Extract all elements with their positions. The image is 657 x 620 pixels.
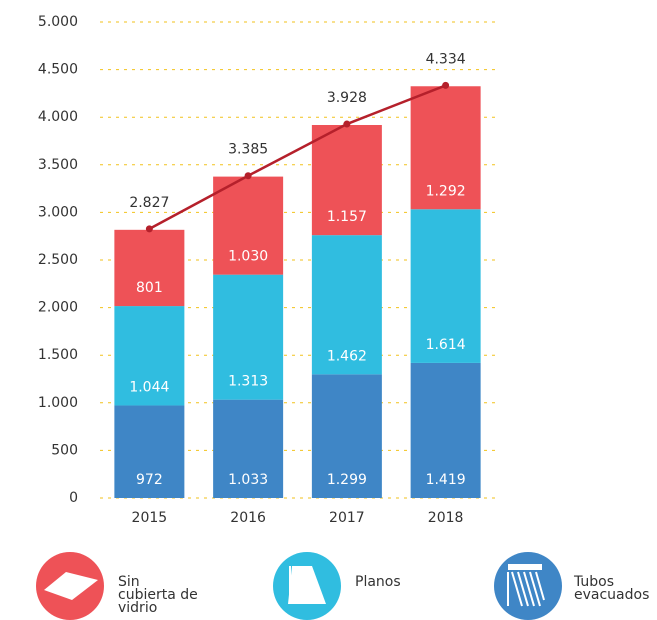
value-label: 1.462	[327, 348, 367, 364]
y-tick-label: 0	[69, 490, 78, 506]
legend-icon-shape	[507, 571, 545, 607]
y-tick-label: 2.500	[38, 252, 78, 268]
value-label: 1.292	[426, 183, 466, 199]
legend-icon-shape	[288, 566, 326, 604]
total-point	[145, 225, 153, 233]
y-tick-label: 4.000	[38, 109, 78, 125]
total-label: 4.334	[426, 51, 466, 67]
legend-label: Sin cubierta de vidrio	[118, 574, 198, 616]
total-point	[244, 172, 252, 180]
value-label: 1.614	[426, 337, 466, 353]
bar-segment	[213, 399, 284, 498]
value-label: 1.313	[228, 374, 268, 390]
value-label: 1.299	[327, 472, 367, 488]
y-tick-label: 3.000	[38, 204, 78, 220]
x-tick-label: 2015	[132, 510, 168, 526]
total-label: 2.827	[129, 195, 169, 211]
total-label: 3.385	[228, 142, 268, 158]
x-tick-label: 2017	[329, 510, 365, 526]
value-label: 1.419	[426, 472, 466, 488]
y-tick-label: 2.000	[38, 300, 78, 316]
y-tick-label: 3.500	[38, 157, 78, 173]
bar-segment	[114, 229, 185, 307]
total-line	[148, 84, 447, 230]
total-point	[343, 120, 351, 128]
bar-segment	[410, 209, 481, 363]
x-tick-label: 2016	[230, 510, 266, 526]
y-tick-label: 1.000	[38, 395, 78, 411]
value-label: 1.033	[228, 472, 268, 488]
x-tick-label: 2018	[428, 510, 464, 526]
bar-segment	[311, 374, 382, 498]
value-label: 1.030	[228, 249, 268, 265]
bar-segment	[410, 86, 481, 210]
total-label: 3.928	[327, 90, 367, 106]
total-point	[442, 81, 450, 89]
legend-icon-shape	[44, 572, 98, 600]
bar-segment	[410, 362, 481, 498]
legend-label: Planos	[355, 574, 401, 590]
value-label: 972	[136, 472, 163, 488]
value-label: 1.157	[327, 209, 367, 225]
bar-segment	[114, 306, 185, 406]
bar-segment	[213, 274, 284, 400]
legend-icons	[36, 552, 562, 620]
bar-segment	[311, 235, 382, 375]
legend-icon-shape	[508, 564, 542, 570]
y-tick-label: 500	[51, 442, 78, 458]
y-tick-label: 4.500	[38, 62, 78, 78]
bar-segment	[114, 405, 185, 498]
bar-segment	[311, 125, 382, 236]
value-label: 801	[136, 280, 163, 296]
y-tick-label: 1.500	[38, 347, 78, 363]
y-tick-label: 5.000	[38, 14, 78, 30]
legend-label: Tubos evacuados	[574, 574, 650, 603]
value-label: 1.044	[129, 379, 169, 395]
bar-segment	[213, 176, 284, 275]
